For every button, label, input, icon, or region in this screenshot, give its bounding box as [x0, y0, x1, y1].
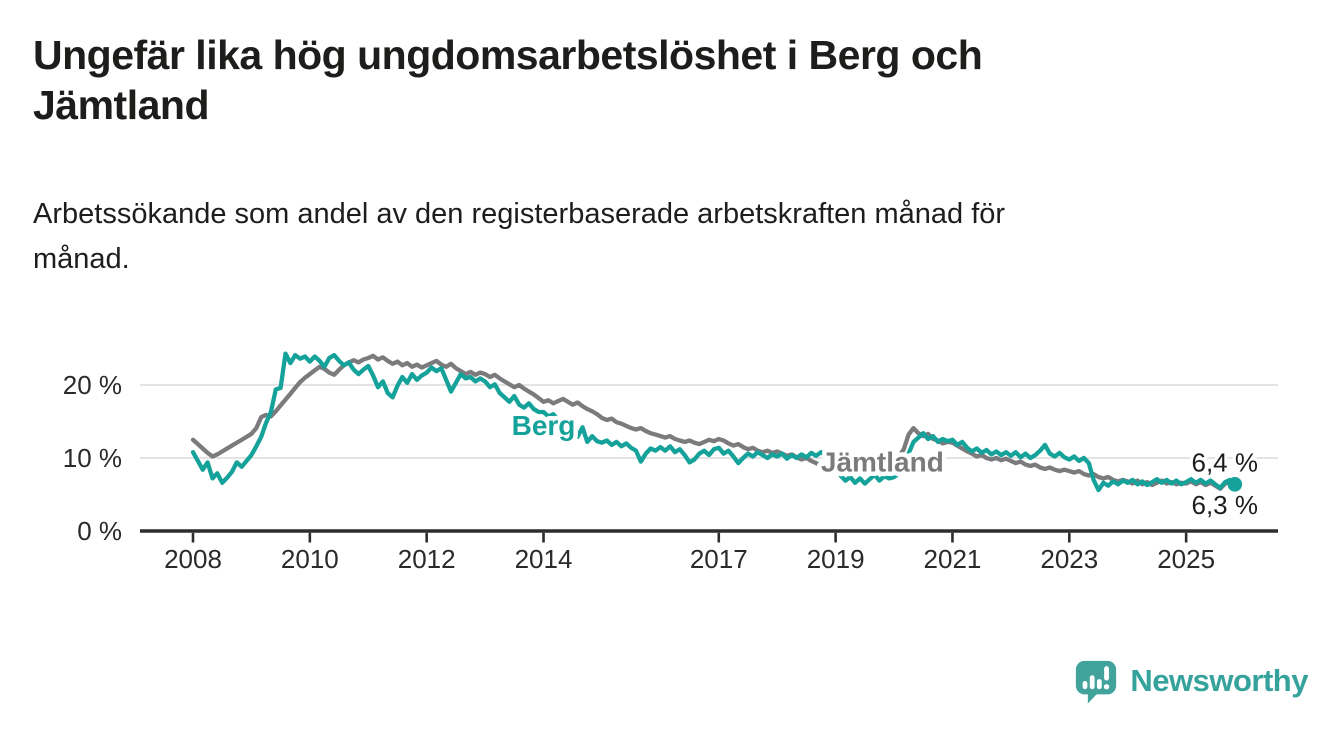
speech-bubble-shape [1076, 660, 1117, 704]
newsworthy-logo: Newsworthy [1073, 658, 1308, 704]
y-axis-tick-label: 20 % [63, 370, 122, 400]
x-axis-tick-label: 2023 [1040, 544, 1098, 574]
series-label-jamtland: Jämtland [821, 446, 944, 477]
x-axis-tick-label: 2008 [164, 544, 222, 574]
page-title-line2: Jämtland [33, 82, 210, 129]
bar-chart-icon [1082, 666, 1110, 690]
x-axis-tick-label: 2010 [281, 544, 339, 574]
end-value-label-jamtland: 6,3 % [1192, 490, 1259, 520]
page-subtitle-line1: Arbetssökande som andel av den registerb… [33, 198, 1006, 230]
page-subtitle: Arbetssökande som andel av den registerb… [33, 192, 1273, 282]
series-line-jamtland [190, 353, 1237, 491]
y-axis-tick-label: 10 % [63, 443, 122, 473]
x-axis-tick-label: 2014 [515, 544, 573, 574]
page-title: Ungefär lika hög ungdomsarbetslöshet i B… [33, 30, 1273, 130]
page-title-line1: Ungefär lika hög ungdomsarbetslöshet i B… [33, 32, 983, 78]
newsworthy-logo-icon [1076, 660, 1117, 704]
x-axis-tick-label: 2025 [1157, 544, 1215, 574]
newsworthy-brand-text: Newsworthy [1130, 663, 1308, 698]
series-line-berg [190, 351, 1237, 493]
page-subtitle-line2: månad. [33, 242, 130, 275]
x-axis-tick-label: 2012 [398, 544, 456, 574]
x-axis-tick-label: 2021 [924, 544, 982, 574]
x-axis-tick-label: 2019 [807, 544, 865, 574]
end-value-label-berg: 6,4 % [1192, 447, 1259, 477]
series-end-dot-berg [1227, 476, 1243, 492]
x-axis-tick-label: 2017 [690, 544, 748, 574]
series-label-berg: Berg [512, 410, 576, 441]
y-axis-tick-label: 0 % [77, 516, 122, 546]
